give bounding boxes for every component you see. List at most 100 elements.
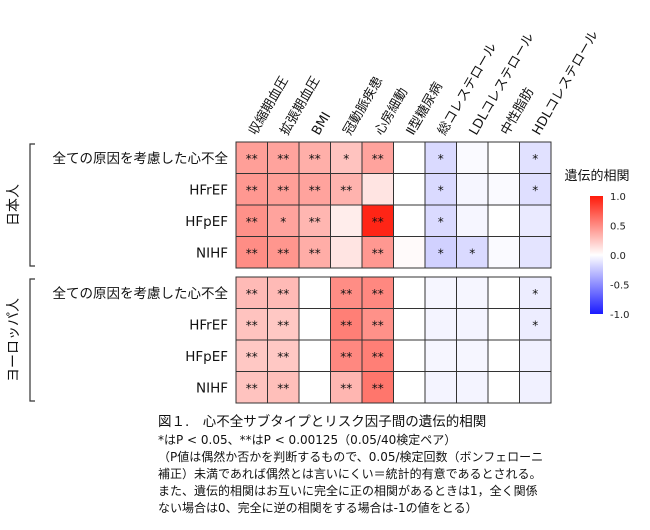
heatmap-cell (519, 339, 552, 372)
heatmap-cell (424, 236, 457, 269)
heatmap-cell (456, 141, 489, 174)
significance-mark: * (343, 152, 349, 166)
significance-mark: ** (340, 350, 352, 364)
heatmap-cell (424, 204, 457, 237)
figure-caption: 図１. 心不全サブタイプとリスク因子間の遺伝的相関 *はP < 0.05、**は… (158, 412, 643, 517)
heatmap-cell (267, 141, 300, 174)
significance-mark: ** (246, 215, 258, 229)
heatmap-cell (456, 308, 489, 341)
heatmap-cell (235, 141, 268, 174)
caption-line: 補正）未満であれば偶然とは言いにくい＝統計的有意であるとされる。 (158, 467, 542, 481)
significance-mark: ** (340, 318, 352, 332)
heatmap-cell (519, 308, 552, 341)
heatmap-cell (361, 308, 394, 341)
heatmap-cell (456, 173, 489, 206)
heatmap-cell (267, 276, 300, 309)
column-label: BMI (309, 110, 334, 138)
significance-mark: ** (246, 318, 258, 332)
column-label: HDLコレステロール (530, 28, 602, 138)
heatmap-cell (330, 236, 363, 269)
heatmap-cell (235, 173, 268, 206)
heatmap-cell (424, 339, 457, 372)
group-label: ヨーロッパ人 (6, 298, 22, 382)
heatmap-cell (235, 236, 268, 269)
group-bracket (29, 143, 35, 267)
heatmap-cell (393, 236, 426, 269)
significance-mark: ** (277, 350, 289, 364)
heatmap-cell (519, 173, 552, 206)
significance-mark: ** (340, 287, 352, 301)
heatmap-cell (487, 371, 520, 404)
significance-mark: * (438, 183, 444, 197)
significance-mark: ** (277, 287, 289, 301)
significance-mark: ** (246, 246, 258, 260)
heatmap-cell (456, 339, 489, 372)
heatmap-cell (456, 236, 489, 269)
colorbar-tick-label: -0.5 (610, 281, 630, 292)
heatmap-cell (424, 173, 457, 206)
group-label: 日本人 (6, 184, 22, 226)
heatmap-cell (424, 276, 457, 309)
heatmap-cell (298, 173, 331, 206)
heatmap-cell (267, 236, 300, 269)
heatmap-cell (393, 276, 426, 309)
heatmap-cell (330, 308, 363, 341)
significance-mark: ** (372, 215, 384, 229)
significance-mark: ** (277, 246, 289, 260)
significance-mark: ** (246, 152, 258, 166)
heatmap-cell (519, 371, 552, 404)
row-label: 全ての原因を考慮した心不全 (53, 285, 229, 302)
caption-title: 図１. 心不全サブタイプとリスク因子間の遺伝的相関 (158, 414, 487, 430)
heatmap-cell (424, 308, 457, 341)
significance-mark: ** (372, 246, 384, 260)
heatmap-cell (330, 141, 363, 174)
significance-mark: * (532, 287, 538, 301)
heatmap-cell (361, 339, 394, 372)
significance-mark: * (280, 215, 286, 229)
significance-mark: ** (309, 246, 321, 260)
significance-mark: * (438, 246, 444, 260)
heatmap-cell (267, 173, 300, 206)
heatmap-cell (393, 173, 426, 206)
heatmap-cell (298, 204, 331, 237)
heatmap-cell (298, 339, 331, 372)
heatmap-cell (330, 204, 363, 237)
heatmap-cell (456, 276, 489, 309)
group-bracket (29, 278, 35, 402)
row-label: HFpEF (185, 349, 228, 365)
heatmap-cell (298, 371, 331, 404)
row-label: NIHF (196, 245, 228, 261)
heatmap-cell (487, 141, 520, 174)
heatmap-cell (298, 276, 331, 309)
significance-mark: * (532, 183, 538, 197)
colorbar-tick-label: 1.0 (610, 192, 626, 203)
heatmap-cell (519, 141, 552, 174)
heatmap-cell (330, 173, 363, 206)
colorbar (590, 196, 603, 314)
significance-mark: * (438, 215, 444, 229)
significance-mark: * (438, 152, 444, 166)
row-label: 全ての原因を考慮した心不全 (53, 150, 229, 167)
significance-mark: ** (372, 152, 384, 166)
heatmap-cell (393, 141, 426, 174)
significance-mark: ** (277, 183, 289, 197)
significance-mark: ** (277, 152, 289, 166)
heatmap-cell (298, 141, 331, 174)
caption-line: また、遺伝的相関はお互いに完全に正の相関があるときは1，全く関係 (158, 484, 538, 498)
significance-mark: ** (340, 381, 352, 395)
heatmap-cell (487, 308, 520, 341)
heatmap-cell (487, 204, 520, 237)
heatmap-cell (519, 236, 552, 269)
row-label: HFrEF (189, 182, 228, 198)
heatmap-cell (424, 141, 457, 174)
heatmap-cell (235, 371, 268, 404)
heatmap-cell (456, 204, 489, 237)
significance-mark: ** (372, 318, 384, 332)
significance-mark: ** (372, 350, 384, 364)
significance-mark: ** (309, 183, 321, 197)
significance-mark: ** (309, 152, 321, 166)
heatmap-cell (361, 204, 394, 237)
significance-mark: ** (372, 287, 384, 301)
heatmap-cell (393, 204, 426, 237)
